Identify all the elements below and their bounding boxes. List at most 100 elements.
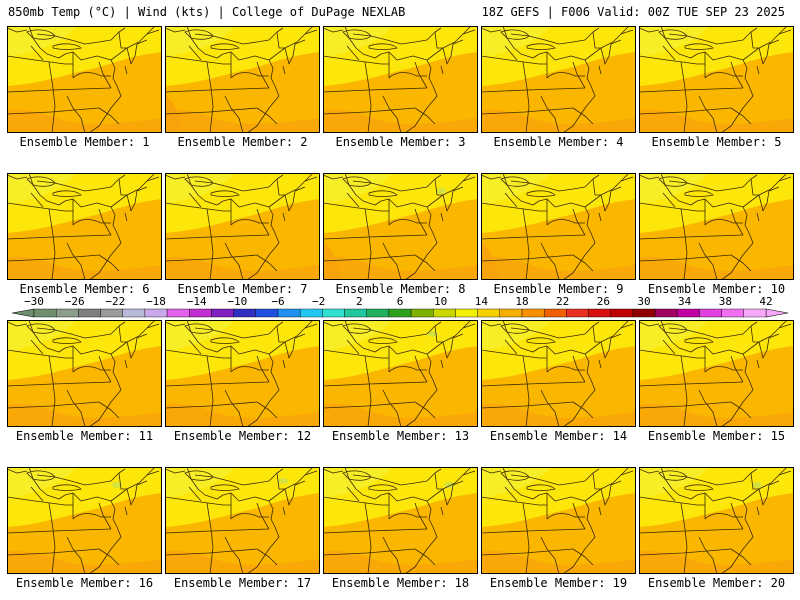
member-map [481, 26, 636, 133]
ensemble-panel: Ensemble Member: 1 [7, 26, 162, 155]
boundary-line [584, 59, 592, 87]
lake-outline [210, 337, 240, 344]
boundary-line [758, 337, 770, 359]
colorbar-tick-label: 2 [356, 295, 363, 308]
boundary-line [28, 173, 66, 206]
colorbar-swatch [566, 308, 589, 318]
boundary-line [165, 468, 186, 474]
ensemble-panel: Ensemble Member: 12 [165, 320, 320, 449]
boundary-line [600, 43, 612, 65]
boundary-line [442, 190, 454, 212]
member-map [7, 26, 162, 133]
boundary-line [344, 26, 382, 59]
colorbar-swatch [610, 308, 634, 318]
boundary-line [294, 480, 306, 486]
ensemble-panel: Ensemble Member: 7 [165, 173, 320, 302]
warm-patch [165, 96, 183, 133]
boundary-line [639, 55, 705, 65]
boundary-line [282, 506, 286, 516]
boundary-line [256, 208, 270, 236]
state-boundaries [639, 26, 792, 133]
boundary-line [452, 39, 464, 45]
boundary-line [304, 467, 314, 476]
boundary-line [124, 65, 128, 75]
boundary-line [136, 480, 148, 486]
panel-border [323, 26, 478, 133]
boundary-line [364, 208, 372, 280]
boundary-line [7, 381, 112, 387]
lake-outline [184, 470, 214, 481]
boundary-line [452, 333, 464, 339]
boundary-line [146, 467, 156, 476]
state-boundaries [323, 26, 476, 133]
boundary-line [88, 232, 122, 280]
boundary-line [28, 320, 66, 353]
lake-outline [26, 176, 56, 187]
boundary-line [126, 337, 138, 359]
boundary-line [680, 355, 688, 427]
boundary-line [7, 496, 73, 506]
boundary-line [462, 320, 472, 329]
boundary-line [730, 401, 752, 419]
boundary-line [256, 107, 278, 125]
colorbar-swatch [721, 308, 745, 318]
boundary-line [502, 320, 540, 353]
member-map [323, 467, 478, 574]
member-map [639, 467, 794, 574]
boundary-line [481, 87, 586, 93]
boundary-line [639, 87, 744, 93]
colorbar-swatch [344, 308, 367, 318]
colorbar-tick-label: −6 [271, 295, 285, 308]
boundary-line [118, 325, 127, 343]
cold-region [639, 467, 709, 499]
boundary-line [30, 486, 44, 502]
cool-spot [278, 478, 288, 484]
panel-border [639, 26, 794, 133]
boundary-line [462, 467, 472, 476]
boundary-line [610, 186, 622, 192]
boundary-line [758, 43, 770, 65]
boundary-line [165, 496, 231, 506]
boundary-line [110, 59, 118, 87]
ensemble-panel: Ensemble Member: 3 [323, 26, 478, 155]
boundary-line [323, 254, 416, 262]
boundary-line [110, 500, 118, 528]
panel-border [7, 467, 162, 574]
boundary-line [620, 26, 630, 35]
panel-border [7, 173, 162, 280]
colorbar-tick-label: −10 [227, 295, 248, 308]
boundary-line [36, 474, 112, 486]
boundary-line [224, 536, 244, 574]
boundary-line [572, 208, 586, 236]
boundary-line [704, 366, 743, 373]
boundary-line [720, 379, 754, 427]
colorbar-swatch [455, 308, 478, 318]
boundary-line [294, 333, 306, 339]
state-boundaries [7, 320, 160, 427]
boundary-line [620, 173, 630, 182]
warm-region [481, 403, 636, 427]
boundary-line [206, 208, 214, 280]
ensemble-panel: Ensemble Member: 15 [639, 320, 794, 449]
boundary-line [7, 528, 112, 534]
boundary-line [572, 401, 594, 419]
boundary-line [404, 526, 438, 574]
boundary-line [639, 27, 660, 33]
boundary-line [730, 208, 744, 236]
boundary-line [562, 85, 596, 133]
boundary-line [610, 333, 622, 339]
warm-region [481, 109, 636, 133]
boundary-line [540, 536, 560, 574]
boundary-line [146, 173, 156, 182]
boundary-line [346, 486, 360, 502]
member-map [165, 467, 320, 574]
warm-region [639, 403, 794, 427]
boundary-line [584, 500, 592, 528]
boundary-line [481, 254, 574, 262]
boundary-line [414, 254, 436, 272]
boundary-line [7, 107, 100, 115]
colorbar-tick-label: −30 [24, 295, 44, 308]
lake-outline [368, 190, 398, 197]
lake-outline [52, 337, 82, 344]
boundary-line [194, 33, 270, 45]
